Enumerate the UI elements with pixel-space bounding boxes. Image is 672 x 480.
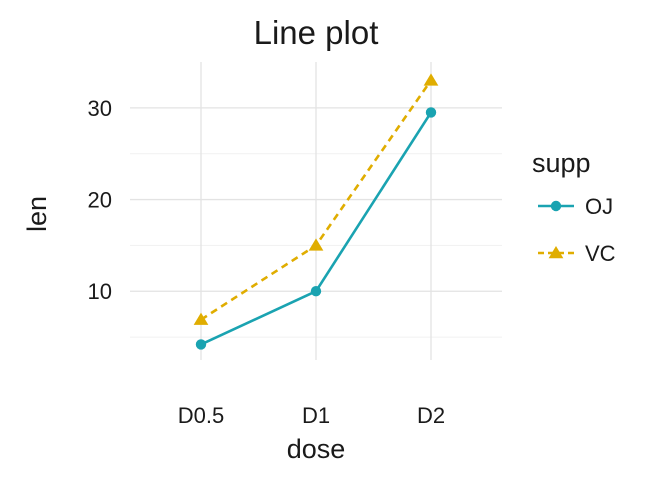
legend-key-marker-vc xyxy=(548,246,564,259)
y-tick-labels: 10 20 30 xyxy=(88,96,112,304)
legend-label-oj: OJ xyxy=(585,194,613,219)
y-axis-label: len xyxy=(22,196,52,232)
grid xyxy=(130,62,502,360)
data-point-vc xyxy=(308,238,324,251)
data-point-oj xyxy=(310,286,322,297)
legend-label-vc: VC xyxy=(585,241,616,266)
data-point-vc xyxy=(193,312,209,325)
x-axis-label: dose xyxy=(287,434,346,464)
x-tick-label: D1 xyxy=(302,403,330,428)
legend: supp OJ VC xyxy=(532,148,616,266)
y-tick-label: 10 xyxy=(88,279,112,304)
x-tick-label: D2 xyxy=(417,403,445,428)
y-tick-label: 20 xyxy=(88,188,112,213)
legend-title: supp xyxy=(532,148,591,178)
legend-key-marker-oj xyxy=(550,200,562,212)
series-group xyxy=(193,73,439,350)
x-tick-label: D0.5 xyxy=(178,403,224,428)
x-tick-labels: D0.5 D1 D2 xyxy=(178,403,445,428)
y-tick-label: 30 xyxy=(88,96,112,121)
chart-title: Line plot xyxy=(254,14,379,51)
data-point-oj xyxy=(195,339,207,350)
data-point-oj xyxy=(425,107,437,118)
data-point-vc xyxy=(423,73,439,86)
